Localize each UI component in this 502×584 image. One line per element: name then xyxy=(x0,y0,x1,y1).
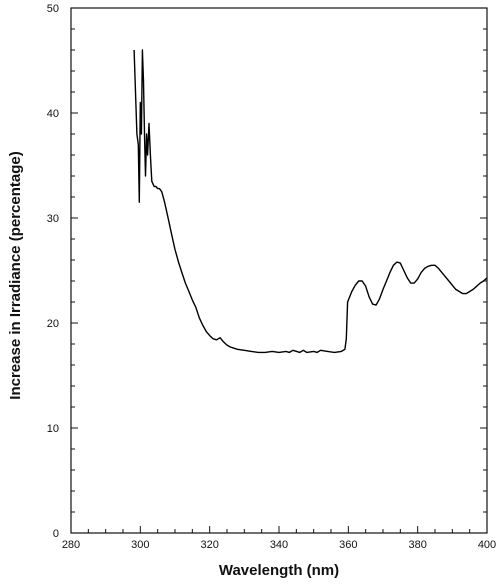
x-tick-label: 320 xyxy=(200,539,218,551)
y-tick-label: 50 xyxy=(47,3,59,15)
plot-frame xyxy=(70,7,488,534)
y-tick-label: 40 xyxy=(47,108,59,120)
x-tick-label: 360 xyxy=(339,539,357,551)
y-tick-label: 20 xyxy=(47,318,59,330)
series-layer xyxy=(133,49,488,354)
y-tick-label: 10 xyxy=(47,423,59,435)
x-axis: 280 300 320 340 360 380 400 xyxy=(62,526,496,551)
y-axis: 0 10 20 30 40 50 xyxy=(47,3,487,540)
y-tick-label: 0 xyxy=(53,528,59,540)
x-axis-title: Wavelength (nm) xyxy=(219,562,339,579)
x-tick-label: 280 xyxy=(62,539,80,551)
x-tick-label: 300 xyxy=(131,539,149,551)
x-tick-label: 340 xyxy=(270,539,288,551)
y-tick-label: 30 xyxy=(47,213,59,225)
series-line xyxy=(133,49,488,354)
x-tick-label: 400 xyxy=(478,539,496,551)
y-axis-title: Increase in Irradiance (percentage) xyxy=(7,151,24,399)
plot-border xyxy=(70,7,488,534)
x-tick-label: 380 xyxy=(408,539,426,551)
